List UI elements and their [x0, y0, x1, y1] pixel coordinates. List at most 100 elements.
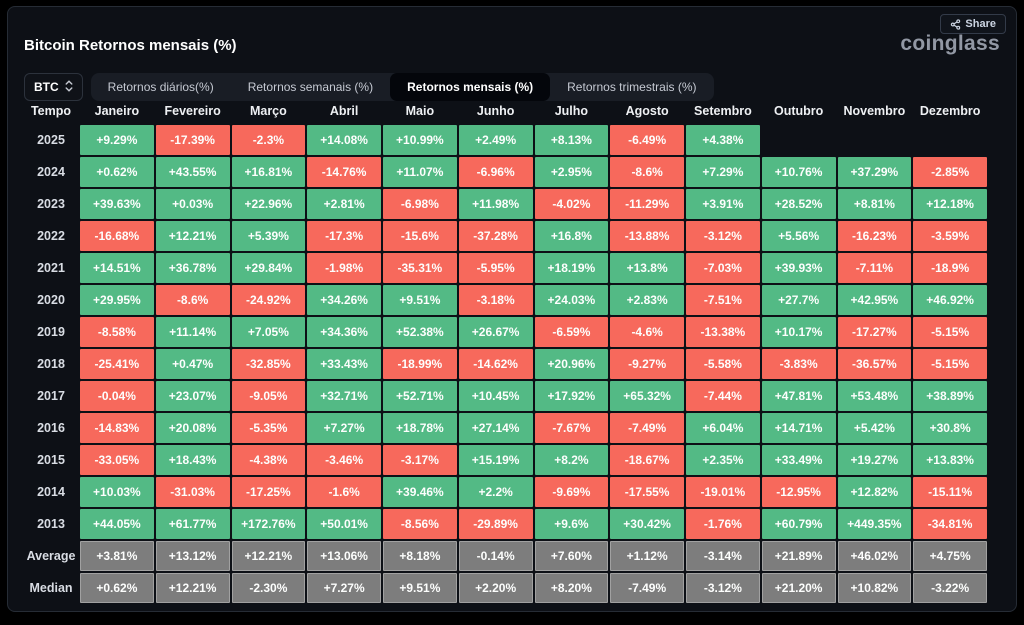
monthly-returns-table-wrap: Tempo Janeiro Fevereiro Março Abril Maio Junho…	[22, 97, 989, 605]
return-cell: +7.27%	[307, 573, 381, 603]
return-cell: +36.78%	[155, 253, 230, 283]
return-cell: +2.20%	[458, 573, 533, 603]
return-cell: -17.25%	[231, 477, 306, 507]
return-cell: +0.62%	[80, 157, 154, 187]
return-cell: +37.29%	[837, 157, 912, 187]
tab-retornos-mensais[interactable]: Retornos mensais (%)	[390, 73, 551, 101]
return-cell: +27.14%	[458, 413, 533, 443]
return-cell: -25.41%	[80, 349, 154, 379]
return-cell: +5.56%	[761, 221, 836, 251]
return-cell: +10.99%	[383, 125, 457, 155]
return-cell: -8.56%	[383, 509, 457, 539]
return-cell: +47.81%	[761, 381, 836, 411]
return-cell: -15.11%	[913, 477, 987, 507]
return-cell: +1.12%	[610, 541, 684, 571]
return-cell: +2.81%	[307, 189, 381, 219]
row-label: 2013	[37, 517, 65, 531]
return-cell: +10.45%	[458, 381, 533, 411]
return-cell: +7.05%	[231, 317, 306, 347]
month-column-header: Março	[249, 104, 287, 118]
return-cell: -8.58%	[80, 317, 154, 347]
return-cell: -14.83%	[80, 413, 154, 443]
return-cell: +46.02%	[837, 541, 912, 571]
return-cell: +34.26%	[307, 285, 381, 315]
return-cell: +449.35%	[837, 509, 912, 539]
return-cell: +8.2%	[534, 445, 609, 475]
return-cell: -4.6%	[610, 317, 684, 347]
return-cell: +7.29%	[686, 157, 760, 187]
return-cell: +15.19%	[458, 445, 533, 475]
return-cell: -34.81%	[913, 509, 987, 539]
return-cell: +46.92%	[913, 285, 987, 315]
page-title: Bitcoin Retornos mensais (%)	[24, 37, 237, 54]
return-cell: -6.59%	[534, 317, 609, 347]
return-cell: +2.49%	[458, 125, 533, 155]
return-cell: +29.84%	[231, 253, 306, 283]
return-cell: +10.76%	[761, 157, 836, 187]
month-column-header: Fevereiro	[164, 104, 221, 118]
row-label: 2014	[37, 485, 65, 499]
tab-retornos-semanais[interactable]: Retornos semanais (%)	[247, 80, 374, 94]
return-cell: +16.8%	[534, 221, 609, 251]
return-cell: -8.6%	[155, 285, 230, 315]
month-column-header: Julho	[554, 104, 589, 118]
return-cell: -5.15%	[913, 317, 987, 347]
table-row-2016: 2016 -14.83% +20.08% -5.35% +7.27% +18.78% +27…	[24, 413, 987, 443]
return-cell: +13.83%	[913, 445, 987, 475]
row-label: 2023	[37, 197, 65, 211]
share-button[interactable]: Share	[940, 14, 1006, 34]
return-cell: -16.23%	[837, 221, 912, 251]
return-cell: +9.29%	[80, 125, 154, 155]
share-button-label: Share	[965, 18, 996, 30]
return-cell: -7.11%	[837, 253, 912, 283]
return-cell: -13.88%	[610, 221, 684, 251]
return-cell: +30.8%	[913, 413, 987, 443]
table-row-2022: 2022 -16.68% +12.21% +5.39% -17.3% -15.6% -37.…	[24, 221, 987, 251]
return-cell: +12.82%	[837, 477, 912, 507]
return-cell: +42.95%	[837, 285, 912, 315]
return-cell: +53.48%	[837, 381, 912, 411]
monthly-returns-table: Tempo Janeiro Fevereiro Março Abril Maio Junho…	[22, 97, 989, 605]
coin-select[interactable]: BTC	[24, 73, 83, 101]
return-cell: +3.91%	[686, 189, 760, 219]
return-cell: -5.15%	[913, 349, 987, 379]
return-cell: -0.04%	[80, 381, 154, 411]
table-row-2020: 2020 +29.95% -8.6% -24.92% +34.26% +9.51% -3.1…	[24, 285, 987, 315]
return-cell: +4.38%	[686, 125, 760, 155]
tab-retornos-di-rios[interactable]: Retornos diários(%)	[107, 80, 214, 94]
controls-bar: BTC Retornos diários(%) Retornos semanais…	[24, 73, 714, 101]
return-cell: +16.81%	[231, 157, 306, 187]
row-label: 2016	[37, 421, 65, 435]
return-cell: +2.95%	[534, 157, 609, 187]
return-cell: -15.6%	[383, 221, 457, 251]
return-cell: -14.62%	[458, 349, 533, 379]
return-cell: +33.43%	[307, 349, 381, 379]
return-cell: -1.98%	[307, 253, 381, 283]
return-cell: -7.67%	[534, 413, 609, 443]
return-cell: +17.92%	[534, 381, 609, 411]
return-cell: -2.85%	[913, 157, 987, 187]
return-cell	[913, 125, 987, 155]
return-cell: +11.98%	[458, 189, 533, 219]
return-cell: +7.27%	[307, 413, 381, 443]
return-cell: +8.81%	[837, 189, 912, 219]
monthly-returns-panel: Share Bitcoin Retornos mensais (%) coing…	[7, 6, 1017, 612]
return-cell: +3.81%	[80, 541, 154, 571]
return-cell: -13.38%	[686, 317, 760, 347]
table-row-average: Average +3.81% +13.12% +12.21% +13.06% +8.18%…	[24, 541, 987, 571]
return-cell: -33.05%	[80, 445, 154, 475]
returns-tab-group: Retornos diários(%) Retornos semanais (%)…	[90, 73, 714, 101]
return-cell: -3.59%	[913, 221, 987, 251]
return-cell: +9.51%	[383, 573, 457, 603]
return-cell: -17.3%	[307, 221, 381, 251]
table-row-2018: 2018 -25.41% +0.47% -32.85% +33.43% -18.99% -1…	[24, 349, 987, 379]
return-cell: -6.96%	[458, 157, 533, 187]
table-row-2014: 2014 +10.03% -31.03% -17.25% -1.6% +39.46% +2.…	[24, 477, 987, 507]
return-cell: -3.46%	[307, 445, 381, 475]
return-cell: -31.03%	[155, 477, 230, 507]
return-cell: +12.21%	[155, 573, 230, 603]
month-column-header: Setembro	[694, 104, 752, 118]
return-cell	[762, 125, 836, 155]
tab-retornos-trimestrais[interactable]: Retornos trimestrais (%)	[567, 80, 697, 94]
return-cell: -3.18%	[458, 285, 533, 315]
